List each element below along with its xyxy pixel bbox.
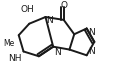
Text: N: N xyxy=(54,48,61,57)
Text: N: N xyxy=(88,47,94,56)
Text: NH: NH xyxy=(8,54,22,63)
Text: N: N xyxy=(88,28,94,37)
Text: Me: Me xyxy=(4,39,15,48)
Text: N: N xyxy=(47,16,53,25)
Text: OH: OH xyxy=(20,5,34,14)
Text: O: O xyxy=(60,1,67,10)
